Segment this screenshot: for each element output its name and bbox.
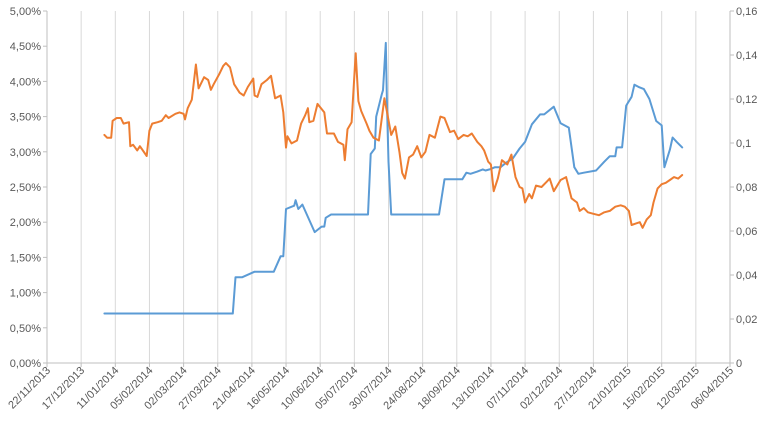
y-right-tick-label: 0,1 [736,138,751,150]
y-right-tick-label: 0 [736,358,742,370]
y-left-tick-label: 2,50% [10,182,41,194]
y-right-tick-label: 0,12 [736,94,757,106]
y-left-tick-label: 3,50% [10,112,41,124]
y-right-tick-label: 0,06 [736,226,757,238]
axes [43,10,734,367]
series-layer [103,41,684,315]
series-line-orange [103,52,684,229]
y-left-tick-label: 0,50% [10,323,41,335]
y-right-tick-label: 0,14 [736,50,757,62]
y-left-tick-label: 4,00% [10,76,41,88]
series-line-blue [103,41,684,315]
y-right-tick-label: 0,02 [736,314,757,326]
y-left-tick-label: 5,00% [10,6,41,18]
y-right-tick-label: 0,08 [736,182,757,194]
y-left-tick-label: 0,00% [10,358,41,370]
y-left-tick-label: 3,00% [10,147,41,159]
y-left-tick-label: 1,50% [10,252,41,264]
y-left-tick-label: 4,50% [10,41,41,53]
gridlines [46,11,731,363]
y-left-tick-label: 1,00% [10,288,41,300]
y-left-tick-label: 2,00% [10,217,41,229]
y-right-tick-label: 0,04 [736,270,757,282]
y-right-tick-label: 0,16 [736,6,757,18]
